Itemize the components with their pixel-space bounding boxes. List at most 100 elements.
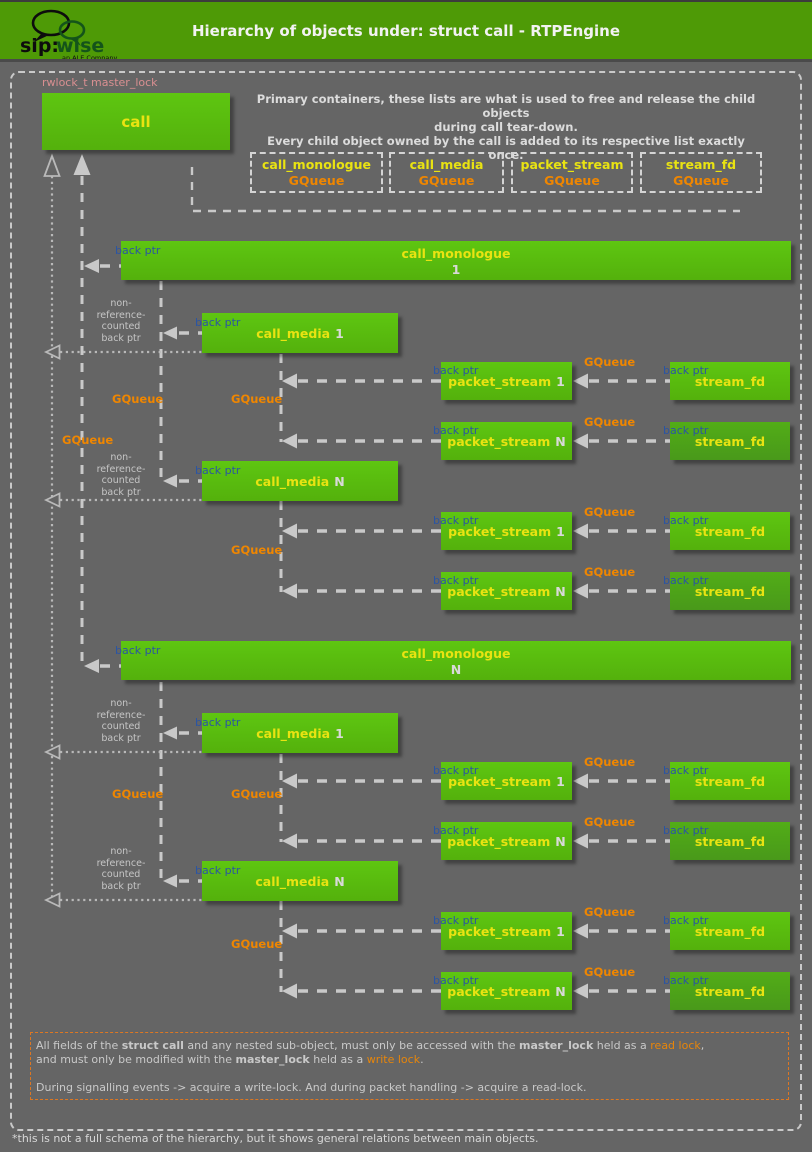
node-title: call xyxy=(121,112,151,131)
node-call-monologue-1: call_monologue 1 xyxy=(121,241,791,280)
back-ptr-label: back ptr xyxy=(433,764,479,777)
node-call-monologue-n: call_monologue N xyxy=(121,641,791,680)
lock-legend: All fields of the struct call and any ne… xyxy=(30,1032,789,1100)
back-ptr-label: back ptr xyxy=(195,864,241,877)
node-call-media-na: call_media N xyxy=(202,461,398,501)
back-ptr-label: back ptr xyxy=(663,574,709,587)
node-call-media-1a: call_media 1 xyxy=(202,313,398,353)
node-stream-fd-nb: stream_fd xyxy=(670,572,790,610)
note-line-3: Every child object owned by the call is … xyxy=(267,134,745,162)
back-ptr-label: back ptr xyxy=(433,424,479,437)
back-ptr-label: back ptr xyxy=(433,824,479,837)
gqueue-label: GQueue xyxy=(584,355,636,369)
back-ptr-label: back ptr xyxy=(663,974,709,987)
note-line-1: Primary containers, these lists are what… xyxy=(256,92,756,120)
gqueue-label: GQueue xyxy=(112,392,164,406)
node-call-media-1b: call_media 1 xyxy=(202,713,398,753)
node-packet-stream-1d: packet_stream 1 xyxy=(441,912,572,950)
logo-wise: wise xyxy=(56,35,104,57)
footnote: *this is not a full schema of the hierar… xyxy=(12,1132,539,1145)
node-packet-stream-nd: packet_stream N xyxy=(441,972,572,1010)
back-ptr-label: back ptr xyxy=(433,574,479,587)
header: Hierarchy of objects under: struct call … xyxy=(0,2,812,61)
back-ptr-label: back ptr xyxy=(433,364,479,377)
gqueue-label: GQueue xyxy=(584,415,636,429)
node-packet-stream-na: packet_stream N xyxy=(441,422,572,460)
container-name: stream_fd xyxy=(665,157,737,172)
non-ref-back-ptr-label: non- reference- counted back ptr xyxy=(96,298,146,344)
node-packet-stream-nc: packet_stream N xyxy=(441,822,572,860)
node-title: call_monologue xyxy=(401,646,511,661)
back-ptr-label: back ptr xyxy=(663,914,709,927)
back-ptr-label: back ptr xyxy=(433,914,479,927)
legend-line-3: During signalling events -> acquire a wr… xyxy=(36,1081,587,1094)
back-ptr-label: back ptr xyxy=(663,364,709,377)
back-ptr-label: back ptr xyxy=(195,316,241,329)
speech-bubble2-tail xyxy=(69,38,81,46)
back-ptr-label: back ptr xyxy=(433,514,479,527)
node-packet-stream-1a: packet_stream 1 xyxy=(441,362,572,400)
non-ref-back-ptr-label: non- reference- counted back ptr xyxy=(96,698,146,744)
page-title: Hierarchy of objects under: struct call … xyxy=(191,21,621,40)
container-type: GQueue xyxy=(288,173,345,188)
node-stream-fd-nd: stream_fd xyxy=(670,972,790,1010)
back-ptr-label: back ptr xyxy=(663,764,709,777)
gqueue-label: GQueue xyxy=(231,543,283,557)
legend-line-1: All fields of the struct call and any ne… xyxy=(36,1039,705,1052)
back-ptr-label: back ptr xyxy=(195,716,241,729)
gqueue-label: GQueue xyxy=(584,815,636,829)
gqueue-label: GQueue xyxy=(584,505,636,519)
gqueue-label: GQueue xyxy=(231,787,283,801)
gqueue-label: GQueue xyxy=(112,787,164,801)
container-call-media-queue: call_media GQueue xyxy=(389,152,504,193)
back-ptr-label: back ptr xyxy=(195,464,241,477)
back-ptr-label: back ptr xyxy=(115,644,161,657)
container-call-monologue-queue: call_monologue GQueue xyxy=(250,152,383,193)
back-ptr-label: back ptr xyxy=(115,244,161,257)
gqueue-label: GQueue xyxy=(584,565,636,579)
top-strip xyxy=(0,0,812,2)
container-packet-stream-queue: packet_stream GQueue xyxy=(511,152,633,193)
note-line-2: during call tear-down. xyxy=(434,120,578,134)
container-stream-fd-queue: stream_fd GQueue xyxy=(640,152,762,193)
master-lock-label: rwlock_t master_lock xyxy=(42,76,158,89)
non-ref-back-ptr-label: non- reference- counted back ptr xyxy=(96,452,146,498)
primary-containers-note: Primary containers, these lists are what… xyxy=(248,92,764,162)
container-type: GQueue xyxy=(673,173,729,188)
node-call-media-nb: call_media N xyxy=(202,861,398,901)
container-name: call_monologue xyxy=(262,157,371,172)
gqueue-label: GQueue xyxy=(231,937,283,951)
node-stream-fd-1a: stream_fd xyxy=(670,362,790,400)
header-shadow xyxy=(0,59,812,62)
gqueue-label: GQueue xyxy=(584,965,636,979)
logo-sip: sip: xyxy=(20,35,59,57)
legend-line-2: and must only be modified with the maste… xyxy=(36,1052,424,1066)
container-name: packet_stream xyxy=(520,157,624,172)
back-ptr-label: back ptr xyxy=(663,514,709,527)
node-packet-stream-1b: packet_stream 1 xyxy=(441,512,572,550)
back-ptr-label: back ptr xyxy=(663,824,709,837)
node-title: call_monologue xyxy=(401,246,511,261)
logo-tagline: an ALE Company xyxy=(62,54,117,61)
node-call: call xyxy=(42,93,230,150)
node-packet-stream-1c: packet_stream 1 xyxy=(441,762,572,800)
gqueue-label: GQueue xyxy=(584,905,636,919)
back-ptr-label: back ptr xyxy=(663,424,709,437)
node-stream-fd-nc: stream_fd xyxy=(670,822,790,860)
container-type: GQueue xyxy=(418,173,475,188)
node-stream-fd-1b: stream_fd xyxy=(670,512,790,550)
node-stream-fd-1c: stream_fd xyxy=(670,762,790,800)
sipwise-logo: sip: wise an ALE Company xyxy=(20,9,117,61)
node-index: 1 xyxy=(451,262,461,277)
node-packet-stream-nb: packet_stream N xyxy=(441,572,572,610)
gqueue-label: GQueue xyxy=(231,392,283,406)
node-stream-fd-1d: stream_fd xyxy=(670,912,790,950)
container-name: call_media xyxy=(409,157,484,172)
gqueue-label: GQueue xyxy=(584,755,636,769)
non-ref-back-ptr-label: non- reference- counted back ptr xyxy=(96,846,146,892)
speech-bubble-tail xyxy=(34,33,49,42)
gqueue-label: GQueue xyxy=(62,433,114,447)
container-type: GQueue xyxy=(544,173,600,188)
